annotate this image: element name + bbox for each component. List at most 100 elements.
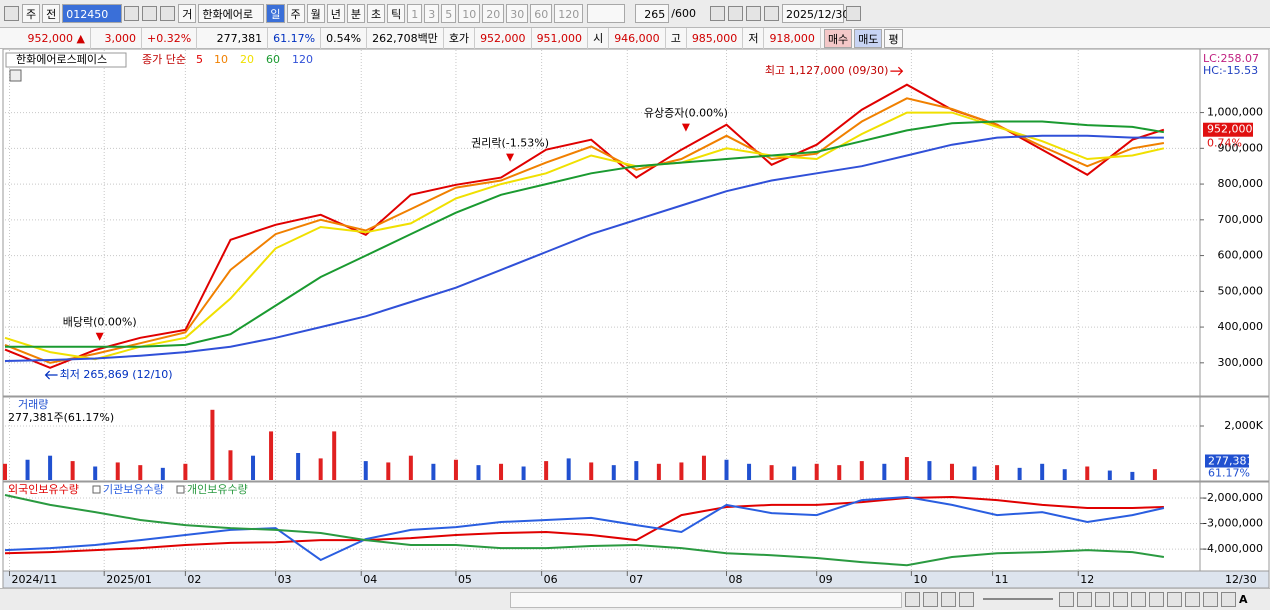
tool[interactable] [1113,592,1128,607]
volume-marker [1205,454,1249,468]
period[interactable]: 초 [367,4,386,23]
tool[interactable] [1077,592,1092,607]
tool[interactable] [1095,592,1110,607]
x-tick-label: 2024/11 [12,573,58,586]
tab[interactable]: 거 [178,4,197,23]
font-button[interactable]: A [1239,593,1248,606]
period[interactable]: 틱 [387,4,406,23]
tool[interactable] [1149,592,1164,607]
interval[interactable]: 20 [482,4,505,23]
volume-bar [679,462,684,480]
period[interactable]: 주 [286,4,305,23]
tool[interactable] [1185,592,1200,607]
prev[interactable]: 전 [42,4,61,23]
tool[interactable] [1203,592,1218,607]
code-input[interactable]: 012450 [62,4,123,23]
bottom-toolbar: A [0,588,1270,610]
count[interactable]: 265 [635,4,670,23]
save[interactable] [745,6,761,21]
legend-entry: 외국인보유수량 [8,483,79,496]
dropdown[interactable] [124,6,140,21]
volume-bar [453,459,458,480]
volume-ratio: 61.17% [268,27,322,49]
x-tick-label: 08 [729,573,743,586]
tool[interactable] [1131,592,1146,607]
tool[interactable] [1221,592,1236,607]
quote-bar: 952,000 ▲ 3,000 +0.32% 277,381 61.17% 0.… [0,27,1270,49]
settings[interactable] [763,6,779,21]
ask: 952,000 [475,27,532,49]
period[interactable]: 월 [306,4,325,23]
buy-button[interactable]: 매수 [823,28,853,48]
nav[interactable] [905,592,920,607]
open-label: 시 [588,27,610,49]
volume-bar [972,466,977,480]
series-line [4,134,1164,362]
annotation: 유상증자(0.00%) [644,107,728,120]
interval[interactable]: 1 [407,4,423,23]
stock-name[interactable]: 한화에어로 [198,4,265,23]
sell-button[interactable]: 매도 [854,28,883,48]
legend-entry: 60 [266,53,280,66]
open: 946,000 [609,27,666,49]
x-tick-label: 06 [544,573,558,586]
volume-bar [904,457,909,480]
annotation: 권리락(-1.53%) [471,137,549,150]
annotation-arrow [890,66,904,76]
y-tick-label: 500,000 [1218,284,1264,297]
y-tick-label: 2,000K [1224,419,1263,432]
volume-bar [269,431,274,480]
tool[interactable] [1059,592,1074,607]
title-box [5,52,127,68]
scrollbar[interactable] [510,592,902,608]
period[interactable]: 일 [266,4,285,23]
volume: 277,381 [197,27,269,49]
chart-title: 한화에어로스페이스 [16,53,107,66]
series-line [4,495,1164,555]
icon[interactable] [4,6,19,21]
tool[interactable] [727,6,743,21]
nav[interactable] [959,592,974,607]
interval[interactable]: 5 [441,4,457,23]
market[interactable]: 주 [22,4,41,23]
interval[interactable]: 3 [424,4,440,23]
turnover: 0.54% [321,27,368,49]
interval-input[interactable] [587,4,626,23]
volume-bar [566,458,571,480]
x-tick-label: 03 [278,573,292,586]
volume-bar [115,462,120,480]
nav[interactable] [923,592,938,607]
legend-icon [92,485,101,494]
x-tick-label: 10 [913,573,927,586]
series-line [4,97,1165,364]
interval[interactable]: 120 [554,4,584,23]
volume-bar [701,455,706,480]
interval[interactable]: 30 [506,4,529,23]
volume-bar [611,465,616,480]
legend-entry: 20 [240,53,254,66]
interval[interactable]: 60 [530,4,553,23]
annotation-arrow [44,370,58,380]
legend-icon [176,485,185,494]
nav[interactable] [941,592,956,607]
change: 3,000 [91,27,142,49]
tool[interactable] [709,6,725,21]
tool[interactable] [1167,592,1182,607]
volume-bar [3,463,7,480]
x-tick-label: 04 [363,573,377,586]
calendar[interactable] [845,6,861,21]
y-tick-label: -3,000,000 [1203,517,1263,530]
panel-subtitle: 277,381주(61.17%) [8,411,114,424]
date[interactable]: 2025/12/30 [781,4,849,23]
legend-entry: 개인보유수량 [187,483,248,496]
volume-bar [656,463,661,480]
sound[interactable] [160,6,176,21]
avg-button[interactable]: 평 [884,28,903,48]
slider[interactable] [983,592,1053,600]
volume-bar [408,455,413,480]
interval[interactable]: 10 [458,4,481,23]
search[interactable] [142,6,158,21]
period[interactable]: 년 [326,4,345,23]
period[interactable]: 분 [346,4,365,23]
price: 952,000 ▲ [0,27,91,49]
